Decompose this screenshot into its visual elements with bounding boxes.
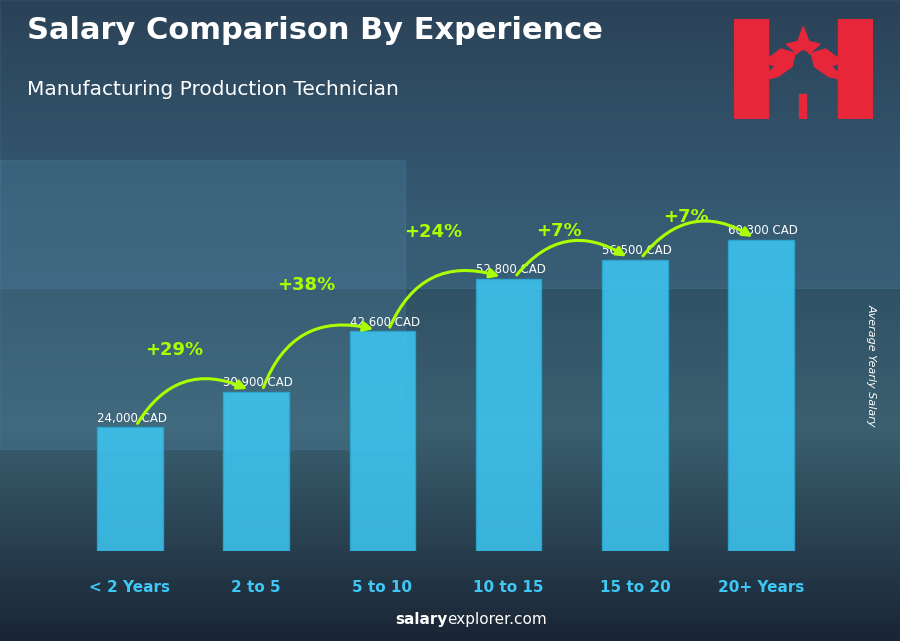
Text: Average Yearly Salary: Average Yearly Salary [866, 304, 877, 427]
Bar [728, 240, 794, 551]
Text: 30,900 CAD: 30,900 CAD [223, 376, 293, 389]
Text: 10 to 15: 10 to 15 [473, 579, 544, 595]
Bar [838, 19, 873, 119]
Text: 60,300 CAD: 60,300 CAD [728, 224, 798, 237]
Text: 5 to 10: 5 to 10 [353, 579, 412, 595]
Bar [349, 331, 415, 551]
Text: 42,600 CAD: 42,600 CAD [349, 316, 419, 329]
Bar [734, 19, 769, 119]
Polygon shape [759, 27, 848, 81]
Text: Salary Comparison By Experience: Salary Comparison By Experience [27, 16, 603, 45]
Text: +29%: +29% [145, 342, 203, 360]
Text: salary: salary [395, 612, 447, 627]
Text: +38%: +38% [277, 276, 336, 294]
Text: < 2 Years: < 2 Years [89, 579, 170, 595]
Text: 52,800 CAD: 52,800 CAD [476, 263, 545, 276]
Text: 2 to 5: 2 to 5 [231, 579, 281, 595]
Text: 15 to 20: 15 to 20 [599, 579, 670, 595]
Bar [476, 279, 542, 551]
Text: 24,000 CAD: 24,000 CAD [97, 412, 166, 425]
Bar [97, 428, 163, 551]
Text: explorer.com: explorer.com [447, 612, 547, 627]
Bar [602, 260, 668, 551]
Text: +7%: +7% [536, 222, 582, 240]
Text: +24%: +24% [404, 223, 462, 241]
Text: 56,500 CAD: 56,500 CAD [602, 244, 672, 257]
Text: Manufacturing Production Technician: Manufacturing Production Technician [27, 80, 399, 99]
Bar [223, 392, 289, 551]
Text: +7%: +7% [662, 208, 708, 226]
Text: 20+ Years: 20+ Years [718, 579, 805, 595]
